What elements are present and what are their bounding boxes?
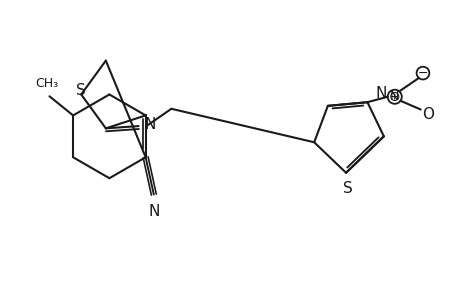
Text: N: N — [389, 90, 398, 103]
Text: N: N — [375, 85, 386, 100]
Text: ⊕: ⊕ — [388, 90, 400, 104]
Text: N: N — [148, 204, 159, 219]
Text: −: − — [417, 67, 427, 80]
Text: N: N — [144, 117, 155, 132]
Text: S: S — [343, 181, 353, 196]
Text: S: S — [76, 83, 86, 98]
Text: O: O — [421, 107, 433, 122]
Text: CH₃: CH₃ — [35, 77, 59, 90]
